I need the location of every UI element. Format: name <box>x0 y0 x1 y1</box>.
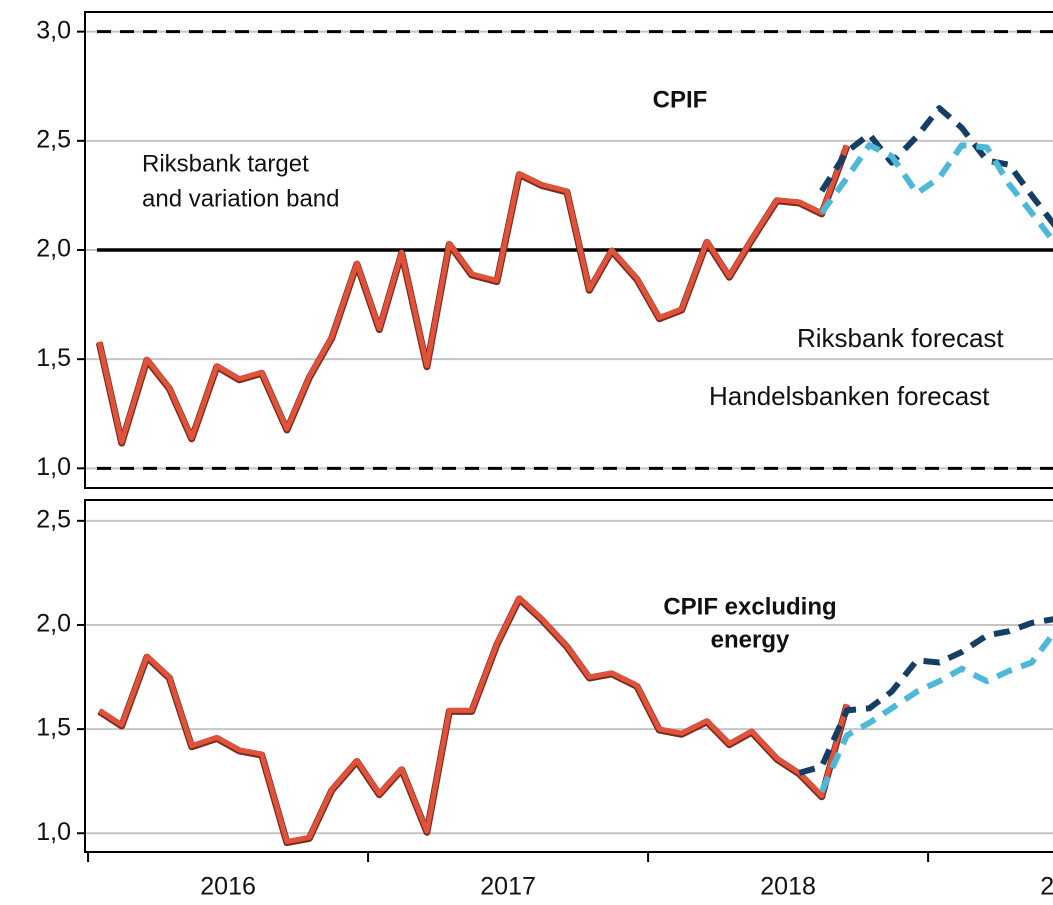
x-tick-label: 2019 <box>1040 873 1053 901</box>
y-tick-label: 1,5 <box>36 344 71 372</box>
panel-frame <box>84 11 1053 489</box>
series-line <box>818 629 1053 793</box>
series-line <box>96 144 850 445</box>
x-tick-label: 2017 <box>480 873 536 901</box>
series-line <box>819 142 1053 246</box>
y-tick-label: 2,5 <box>36 505 71 533</box>
legend-label: Handelsbanken forecast <box>709 381 990 411</box>
annotation: and variation band <box>142 185 339 212</box>
y-tick-label: 2,0 <box>36 235 71 263</box>
x-tick-label: 2018 <box>760 873 816 901</box>
chart-title: CPIF <box>653 86 708 113</box>
x-tick-label: 2016 <box>200 873 256 901</box>
series-line <box>798 616 1053 776</box>
plot-area <box>97 595 1053 847</box>
y-tick-label: 3,0 <box>36 16 71 44</box>
annotation: Riksbank target <box>142 150 309 177</box>
panel-frame <box>84 499 1053 853</box>
y-tick-label: 1,5 <box>36 714 71 742</box>
plot-area <box>95 105 1053 447</box>
legend-label: Riksbank forecast <box>797 323 1004 353</box>
series-line <box>97 595 850 845</box>
chart-title: energy <box>711 626 790 653</box>
y-tick-label: 1,0 <box>36 818 71 846</box>
y-tick-label: 2,5 <box>36 125 71 153</box>
series-line <box>819 105 1053 229</box>
chart-title: CPIF excluding <box>663 593 836 620</box>
y-tick-label: 2,0 <box>36 610 71 638</box>
y-tick-label: 1,0 <box>36 453 71 481</box>
